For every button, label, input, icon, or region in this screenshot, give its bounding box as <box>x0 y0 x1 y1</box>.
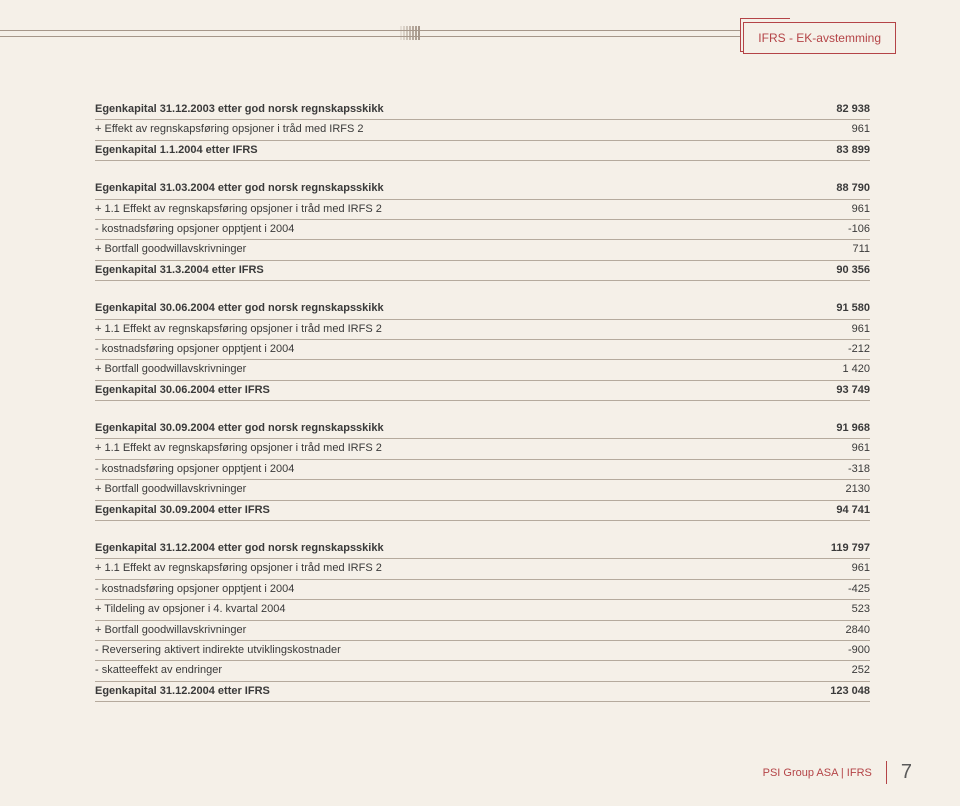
table-row: Egenkapital 30.06.2004 etter god norsk r… <box>95 299 870 319</box>
table-row: Egenkapital 31.03.2004 etter god norsk r… <box>95 179 870 199</box>
table-row: + 1.1 Effekt av regnskapsføring opsjoner… <box>95 320 870 340</box>
row-label: - kostnadsføring opsjoner opptjent i 200… <box>95 462 790 477</box>
table-row: - Reversering aktivert indirekte utvikli… <box>95 641 870 661</box>
row-label: + Tildeling av opsjoner i 4. kvartal 200… <box>95 602 790 617</box>
row-label: - skatteeffekt av endringer <box>95 663 790 678</box>
footer: PSI Group ASA | IFRS 7 <box>763 761 912 784</box>
row-value: 93 749 <box>790 383 870 398</box>
row-label: Egenkapital 31.12.2004 etter IFRS <box>95 684 790 699</box>
table-row: - kostnadsføring opsjoner opptjent i 200… <box>95 340 870 360</box>
row-label: - kostnadsføring opsjoner opptjent i 200… <box>95 222 790 237</box>
row-label: + 1.1 Effekt av regnskapsføring opsjoner… <box>95 441 790 456</box>
table-row: Egenkapital 1.1.2004 etter IFRS83 899 <box>95 141 870 161</box>
row-label: Egenkapital 31.3.2004 etter IFRS <box>95 263 790 278</box>
row-label: Egenkapital 30.06.2004 etter god norsk r… <box>95 301 790 316</box>
row-value: 961 <box>790 322 870 337</box>
row-value: 961 <box>790 122 870 137</box>
table-block: Egenkapital 31.12.2004 etter god norsk r… <box>95 539 870 702</box>
table-block: Egenkapital 30.09.2004 etter god norsk r… <box>95 419 870 521</box>
table-row: + Bortfall goodwillavskrivninger2840 <box>95 621 870 641</box>
row-label: + Bortfall goodwillavskrivninger <box>95 242 790 257</box>
row-label: Egenkapital 30.06.2004 etter IFRS <box>95 383 790 398</box>
row-value: -212 <box>790 342 870 357</box>
row-label: + 1.1 Effekt av regnskapsføring opsjoner… <box>95 322 790 337</box>
row-value: -106 <box>790 222 870 237</box>
row-value: 2130 <box>790 482 870 497</box>
row-value: 91 968 <box>790 421 870 436</box>
row-label: - kostnadsføring opsjoner opptjent i 200… <box>95 342 790 357</box>
table-row: + Effekt av regnskapsføring opsjoner i t… <box>95 120 870 140</box>
footer-company: PSI Group ASA | IFRS <box>763 767 872 779</box>
row-value: 90 356 <box>790 263 870 278</box>
page: IFRS - EK-avstemming Egenkapital 31.12.2… <box>0 0 960 806</box>
row-value: 523 <box>790 602 870 617</box>
table-row: Egenkapital 31.12.2003 etter god norsk r… <box>95 100 870 120</box>
page-number: 7 <box>886 761 912 784</box>
table-row: - kostnadsføring opsjoner opptjent i 200… <box>95 580 870 600</box>
row-value: 83 899 <box>790 143 870 158</box>
row-label: + Bortfall goodwillavskrivninger <box>95 362 790 377</box>
row-label: Egenkapital 30.09.2004 etter IFRS <box>95 503 790 518</box>
table-row: - kostnadsføring opsjoner opptjent i 200… <box>95 220 870 240</box>
row-value: 1 420 <box>790 362 870 377</box>
row-label: Egenkapital 31.12.2003 etter god norsk r… <box>95 102 790 117</box>
table-row: + 1.1 Effekt av regnskapsføring opsjoner… <box>95 559 870 579</box>
row-value: -318 <box>790 462 870 477</box>
table-row: Egenkapital 30.09.2004 etter god norsk r… <box>95 419 870 439</box>
table-row: Egenkapital 31.12.2004 etter IFRS123 048 <box>95 682 870 702</box>
table-row: - kostnadsføring opsjoner opptjent i 200… <box>95 460 870 480</box>
table-row: + 1.1 Effekt av regnskapsføring opsjoner… <box>95 439 870 459</box>
table-block: Egenkapital 31.03.2004 etter god norsk r… <box>95 179 870 281</box>
row-label: + 1.1 Effekt av regnskapsføring opsjoner… <box>95 561 790 576</box>
row-value: 88 790 <box>790 181 870 196</box>
row-value: -425 <box>790 582 870 597</box>
row-label: Egenkapital 31.12.2004 etter god norsk r… <box>95 541 790 556</box>
table-row: Egenkapital 30.09.2004 etter IFRS94 741 <box>95 501 870 521</box>
row-label: + Bortfall goodwillavskrivninger <box>95 623 790 638</box>
table-block: Egenkapital 30.06.2004 etter god norsk r… <box>95 299 870 401</box>
row-value: 961 <box>790 441 870 456</box>
table-row: Egenkapital 30.06.2004 etter IFRS93 749 <box>95 381 870 401</box>
header-title: IFRS - EK-avstemming <box>743 22 896 54</box>
row-label: Egenkapital 31.03.2004 etter god norsk r… <box>95 181 790 196</box>
table-row: Egenkapital 31.12.2004 etter god norsk r… <box>95 539 870 559</box>
row-value: 82 938 <box>790 102 870 117</box>
row-label: Egenkapital 30.09.2004 etter god norsk r… <box>95 421 790 436</box>
row-value: 123 048 <box>790 684 870 699</box>
row-value: 711 <box>790 242 870 257</box>
table-row: Egenkapital 31.3.2004 etter IFRS90 356 <box>95 261 870 281</box>
row-label: - Reversering aktivert indirekte utvikli… <box>95 643 790 658</box>
row-value: 119 797 <box>790 541 870 556</box>
row-value: 94 741 <box>790 503 870 518</box>
table-row: + Bortfall goodwillavskrivninger2130 <box>95 480 870 500</box>
row-value: 2840 <box>790 623 870 638</box>
top-rules <box>0 30 740 50</box>
content: Egenkapital 31.12.2003 etter god norsk r… <box>95 100 870 720</box>
row-label: - kostnadsføring opsjoner opptjent i 200… <box>95 582 790 597</box>
table-block: Egenkapital 31.12.2003 etter god norsk r… <box>95 100 870 161</box>
row-value: 961 <box>790 202 870 217</box>
row-value: -900 <box>790 643 870 658</box>
row-label: Egenkapital 1.1.2004 etter IFRS <box>95 143 790 158</box>
row-label: + 1.1 Effekt av regnskapsføring opsjoner… <box>95 202 790 217</box>
table-row: - skatteeffekt av endringer252 <box>95 661 870 681</box>
row-value: 961 <box>790 561 870 576</box>
table-row: + Bortfall goodwillavskrivninger711 <box>95 240 870 260</box>
row-value: 252 <box>790 663 870 678</box>
row-label: + Bortfall goodwillavskrivninger <box>95 482 790 497</box>
table-row: + Tildeling av opsjoner i 4. kvartal 200… <box>95 600 870 620</box>
decor-bars <box>400 26 420 40</box>
row-value: 91 580 <box>790 301 870 316</box>
table-row: + 1.1 Effekt av regnskapsføring opsjoner… <box>95 200 870 220</box>
table-row: + Bortfall goodwillavskrivninger1 420 <box>95 360 870 380</box>
row-label: + Effekt av regnskapsføring opsjoner i t… <box>95 122 790 137</box>
